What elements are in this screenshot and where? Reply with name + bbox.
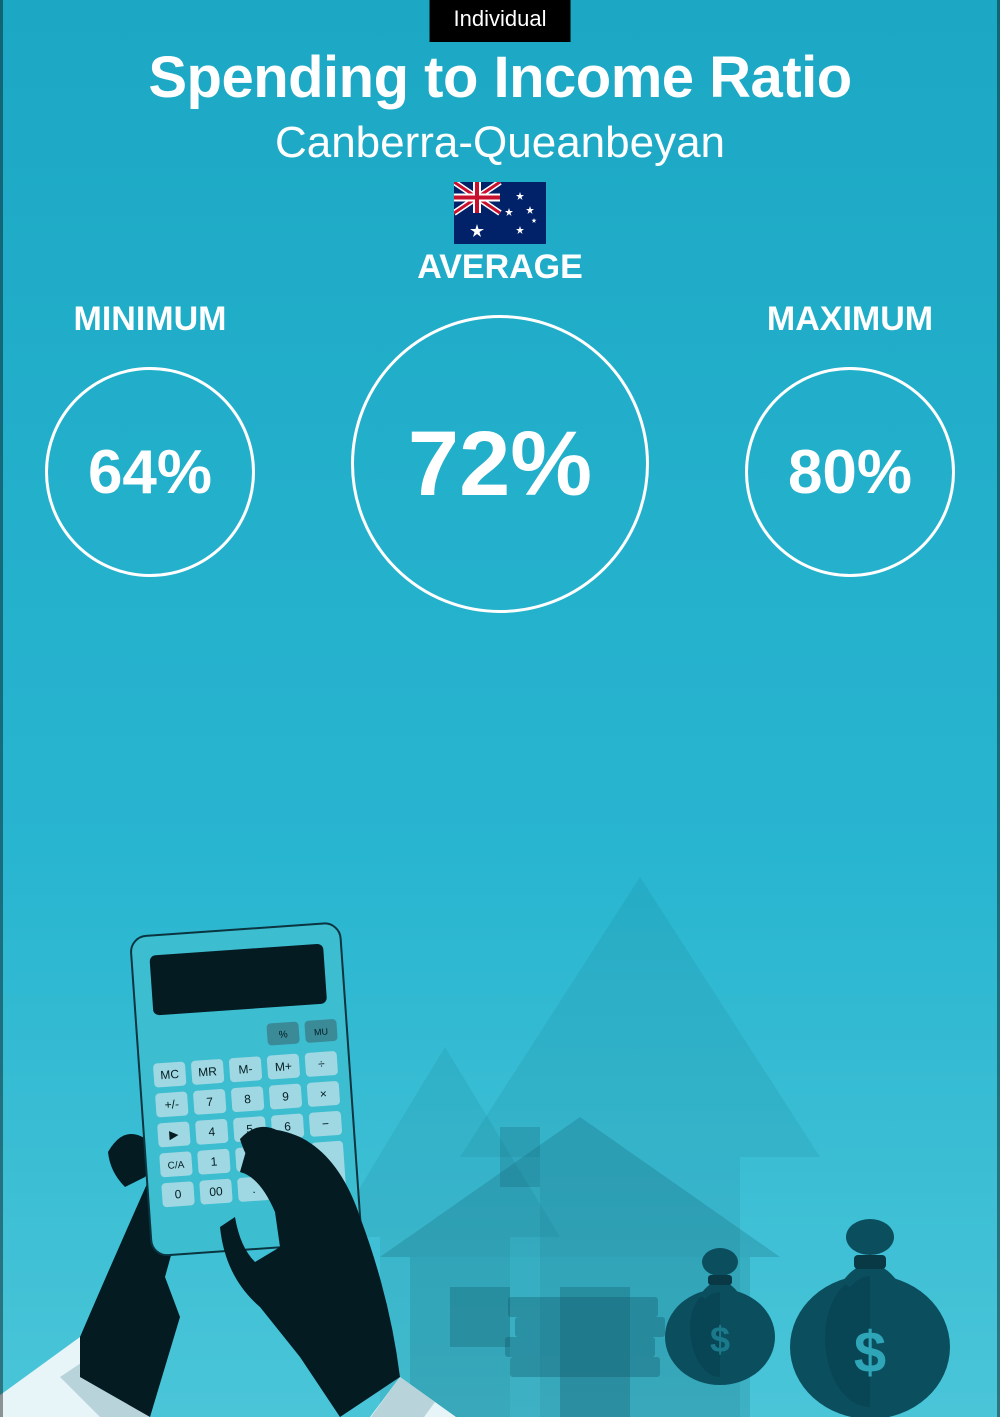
svg-text:00: 00	[209, 1184, 224, 1199]
average-label: AVERAGE	[417, 248, 583, 287]
frame-border	[0, 0, 3, 1417]
svg-text:M+: M+	[274, 1059, 292, 1074]
svg-text:6: 6	[284, 1119, 292, 1133]
svg-text:$: $	[710, 1319, 730, 1360]
svg-text:MU: MU	[314, 1026, 329, 1037]
svg-text:MR: MR	[198, 1064, 218, 1079]
svg-text:1: 1	[210, 1154, 218, 1168]
svg-text:+/-: +/-	[164, 1097, 179, 1112]
minimum-value: 64%	[88, 437, 212, 508]
svg-text:7: 7	[206, 1095, 214, 1109]
flag-icon	[454, 182, 546, 244]
svg-text:×: ×	[319, 1087, 327, 1101]
maximum-value: 80%	[788, 437, 912, 508]
minimum-label: MINIMUM	[74, 300, 227, 339]
maximum-label: MAXIMUM	[767, 300, 933, 339]
average-column: AVERAGE 72%	[351, 248, 649, 613]
svg-text:0: 0	[174, 1187, 182, 1201]
money-stack-icon	[505, 1297, 665, 1377]
minimum-circle: 64%	[45, 367, 255, 577]
finance-illustration: $ $ % MU MC MR M- M+ ÷	[0, 817, 1000, 1417]
svg-text:%: %	[278, 1029, 288, 1041]
category-badge: Individual	[430, 0, 571, 42]
svg-text:C/A: C/A	[167, 1160, 185, 1172]
svg-text:9: 9	[282, 1089, 290, 1103]
maximum-circle: 80%	[745, 367, 955, 577]
svg-text:M-: M-	[238, 1062, 253, 1077]
page-title: Spending to Income Ratio	[0, 44, 1000, 111]
svg-text:4: 4	[208, 1125, 216, 1139]
svg-text:8: 8	[244, 1092, 252, 1106]
svg-text:MC: MC	[160, 1067, 180, 1082]
svg-text:▶: ▶	[169, 1127, 180, 1142]
location-subtitle: Canberra-Queanbeyan	[0, 118, 1000, 168]
money-bag-icon: $	[790, 1219, 950, 1417]
maximum-column: MAXIMUM 80%	[745, 300, 955, 577]
svg-text:$: $	[854, 1320, 886, 1385]
average-circle: 72%	[351, 315, 649, 613]
svg-text:−: −	[322, 1117, 330, 1131]
stats-row: MINIMUM 64% AVERAGE 72% MAXIMUM 80%	[0, 300, 1000, 665]
average-value: 72%	[408, 412, 592, 517]
minimum-column: MINIMUM 64%	[45, 300, 255, 577]
